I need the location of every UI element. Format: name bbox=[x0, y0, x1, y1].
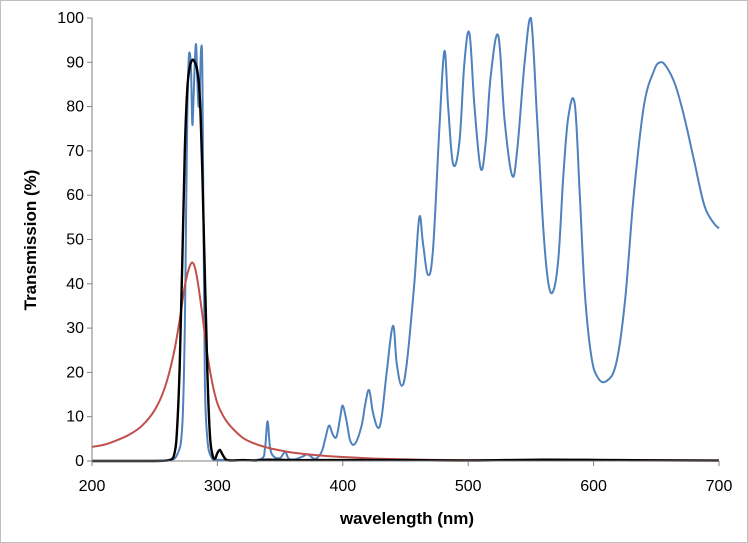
y-tick-label: 10 bbox=[66, 409, 84, 426]
y-tick-label: 90 bbox=[66, 54, 84, 71]
y-axis-title: Transmission (%) bbox=[21, 170, 40, 311]
series-layer bbox=[91, 16, 720, 463]
x-tick-label: 300 bbox=[204, 478, 231, 495]
y-tick-label: 40 bbox=[66, 276, 84, 293]
y-tick-label: 50 bbox=[66, 232, 84, 249]
y-tick-label: 30 bbox=[66, 320, 84, 337]
y-tick-label: 60 bbox=[66, 187, 84, 204]
y-tick-label: 0 bbox=[75, 453, 84, 470]
tick-labels: 0 10 20 30 40 50 60 70 80 90 100 200 300 400 500 600 700 bbox=[57, 10, 732, 495]
y-tick-label: 80 bbox=[66, 99, 84, 116]
x-tick-label: 700 bbox=[706, 478, 733, 495]
series-blue-line bbox=[92, 16, 720, 462]
x-tick-label: 500 bbox=[455, 478, 482, 495]
x-tick-label: 200 bbox=[79, 478, 106, 495]
y-tick-label: 20 bbox=[66, 364, 84, 381]
x-axis-title: wavelength (nm) bbox=[339, 509, 474, 528]
series-black-line bbox=[92, 58, 720, 463]
x-tick-label: 600 bbox=[580, 478, 607, 495]
x-tick-label: 400 bbox=[329, 478, 356, 495]
y-tick-label: 70 bbox=[66, 143, 84, 160]
y-tick-label: 100 bbox=[57, 10, 84, 27]
